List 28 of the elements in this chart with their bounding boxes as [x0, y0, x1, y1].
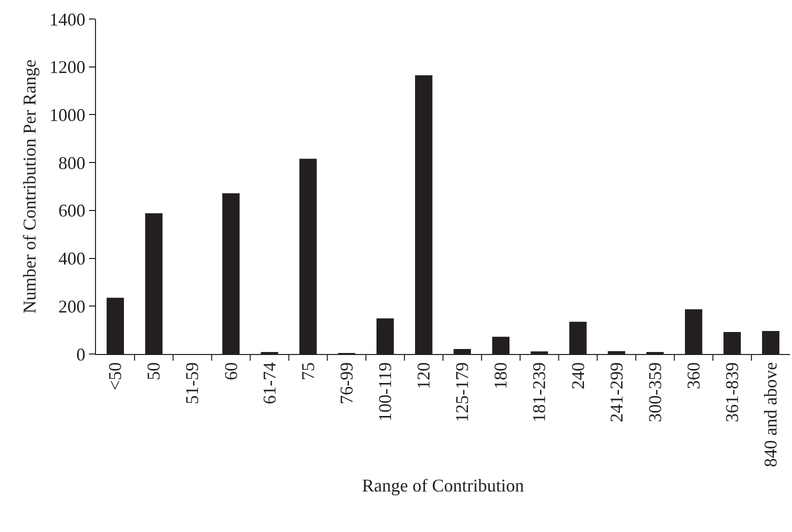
y-tick-label: 600 — [58, 200, 86, 221]
x-tick-label: 181-239 — [529, 362, 550, 422]
x-tick-label: 241-299 — [606, 362, 626, 422]
x-tick-label: 61-74 — [259, 362, 280, 404]
x-tick-label: 361-839 — [722, 362, 742, 422]
x-tick-label: 50 — [144, 362, 164, 380]
x-tick-label: 76-99 — [336, 362, 356, 404]
x-tick-label: <50 — [105, 362, 126, 390]
x-tick-label: 240 — [568, 362, 588, 390]
y-tick-label: 0 — [76, 344, 86, 364]
y-tick-label: 1000 — [49, 105, 86, 126]
x-tick-label: 180 — [490, 362, 511, 390]
x-tick-label: 75 — [298, 362, 318, 380]
y-axis-title: Number of Contribution Per Range — [20, 60, 40, 314]
y-tick-label: 1400 — [49, 9, 86, 30]
x-tick-label: 840 and above — [760, 362, 781, 468]
x-axis-title: Range of Contribution — [362, 475, 524, 496]
y-tick-label: 200 — [58, 296, 86, 316]
x-tick-label: 120 — [414, 362, 434, 390]
x-tick-label: 60 — [220, 362, 241, 380]
x-tick-label: 51-59 — [182, 362, 202, 404]
y-tick-label: 400 — [58, 248, 86, 269]
y-tick-label: 800 — [58, 152, 86, 173]
x-tick-label: 360 — [683, 362, 704, 390]
x-tick-label: 125-179 — [452, 362, 472, 422]
y-tick-label: 1200 — [49, 57, 86, 78]
x-tick-label: 300-359 — [644, 362, 665, 422]
x-tick-label: 100-119 — [375, 362, 396, 422]
